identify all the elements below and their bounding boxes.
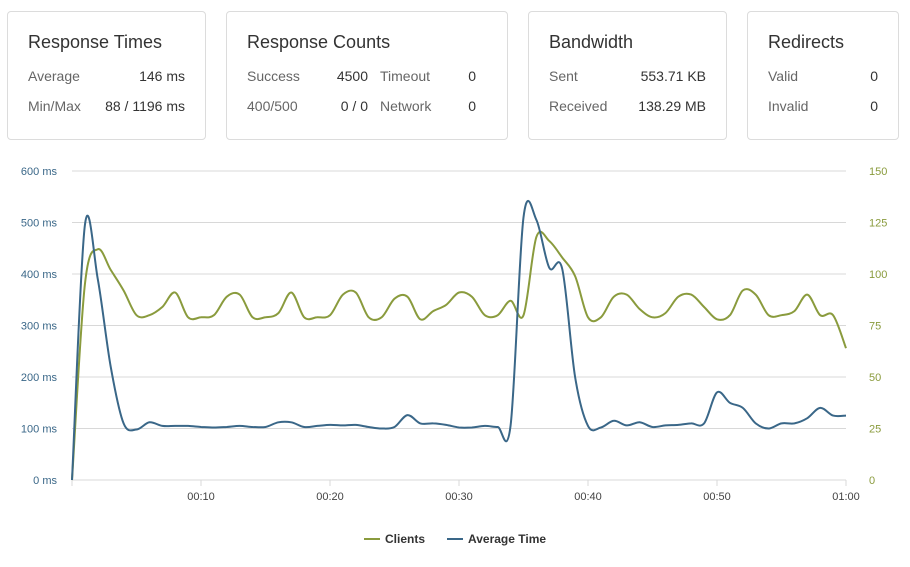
legend-label-clients: Clients — [385, 532, 426, 546]
y-left-tick-label: 600 ms — [21, 166, 58, 178]
bandwidth-card: Bandwidth Sent 553.71 KB Received 138.29… — [528, 11, 727, 140]
invalid-label: Invalid — [768, 98, 809, 114]
success-label: Success — [247, 68, 300, 84]
legend-label-average-time: Average Time — [468, 532, 547, 546]
card-title: Response Counts — [247, 32, 391, 52]
y-right-tick-label: 25 — [869, 424, 881, 436]
average-value: 146 ms — [139, 68, 185, 84]
x-tick-label: 00:10 — [187, 491, 215, 503]
timeout-value: 0 — [468, 68, 476, 84]
x-tick-label: 00:30 — [445, 491, 473, 503]
x-tick-label: 00:50 — [703, 491, 731, 503]
valid-value: 0 — [870, 68, 878, 84]
received-value: 138.29 MB — [638, 98, 706, 114]
redirects-card: Redirects Valid 0 Invalid 0 — [747, 11, 899, 140]
card-title: Response Times — [28, 32, 163, 52]
response-time-chart: 0 ms 0 100 ms 25 200 ms 50 300 ms 75 400 ms 100 50… — [21, 166, 887, 503]
valid-label: Valid — [768, 68, 799, 84]
card-title: Bandwidth — [549, 32, 634, 52]
y-right-tick-label: 150 — [869, 166, 887, 178]
network-value: 0 — [468, 98, 476, 114]
minmax-label: Min/Max — [28, 98, 81, 114]
x-tick-label: 00:20 — [316, 491, 344, 503]
legend-swatch-average-time — [447, 538, 463, 540]
y-right-tick-label: 0 — [869, 475, 875, 487]
minmax-value: 88 / 1196 ms — [105, 98, 185, 114]
errors-label: 400/500 — [247, 98, 298, 114]
x-tick-label: 00:40 — [574, 491, 602, 503]
timeout-label: Timeout — [380, 68, 431, 84]
y-right-tick-label: 50 — [869, 372, 881, 384]
legend-swatch-clients — [364, 538, 380, 540]
series-line-average-time — [71, 199, 847, 481]
y-left-tick-label: 0 ms — [33, 475, 57, 487]
response-counts-card: Response Counts Success 4500 Timeout 0 4… — [226, 11, 508, 140]
card-title: Redirects — [768, 32, 845, 52]
sent-value: 553.71 KB — [640, 68, 706, 84]
y-left-tick-label: 100 ms — [21, 424, 58, 436]
y-left-tick-label: 300 ms — [21, 321, 58, 333]
y-left-tick-label: 400 ms — [21, 269, 58, 281]
y-right-tick-label: 100 — [869, 269, 887, 281]
response-times-card: Response Times Average 146 ms Min/Max 88… — [7, 11, 206, 140]
success-value: 4500 — [336, 68, 368, 84]
legend-item-clients[interactable]: Clients — [364, 531, 425, 547]
received-label: Received — [549, 98, 608, 114]
legend-item-average-time[interactable]: Average Time — [447, 531, 546, 547]
average-label: Average — [28, 68, 80, 84]
network-label: Network — [380, 98, 432, 114]
errors-value: 0 / 0 — [340, 98, 368, 114]
y-right-tick-label: 75 — [869, 321, 881, 333]
y-right-tick-label: 125 — [869, 218, 887, 230]
series-line-clients — [71, 230, 847, 481]
sent-label: Sent — [549, 68, 578, 84]
x-tick-label: 01:00 — [832, 491, 860, 503]
y-left-tick-label: 500 ms — [21, 218, 58, 230]
y-left-tick-label: 200 ms — [21, 372, 58, 384]
invalid-value: 0 — [870, 98, 878, 114]
